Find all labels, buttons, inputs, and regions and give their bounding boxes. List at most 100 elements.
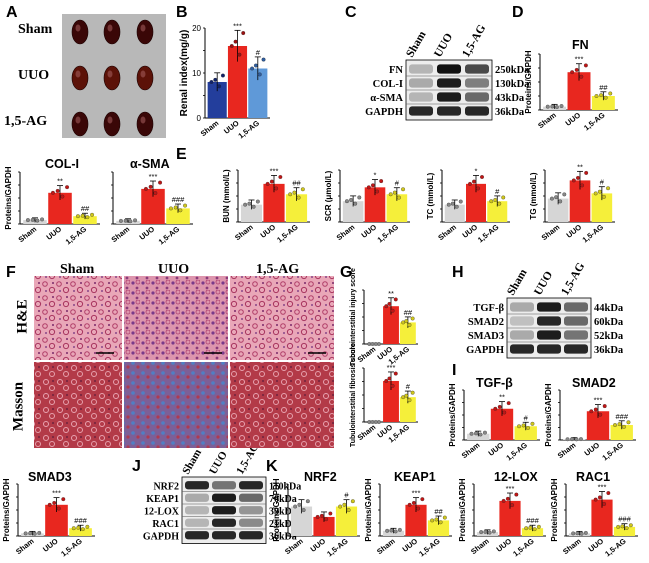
chart-11-point-2-0 (613, 423, 617, 427)
panel-letter-i: I (452, 362, 457, 379)
chart-15-bar-2 (521, 528, 544, 536)
chart-0-point-2-1 (253, 63, 258, 68)
chart-2-point-0-1 (30, 217, 35, 222)
chart-16-point-2-3 (628, 523, 633, 528)
panel-letter-e: E (176, 146, 187, 163)
chart-7-bar-1 (569, 180, 591, 222)
chart-11-point-1-0 (589, 409, 594, 414)
chart-9-bar-1 (383, 380, 399, 422)
chart-10-mark-1: ** (499, 393, 505, 402)
blot_h-band-0-1 (537, 302, 561, 312)
chart-8-point-2-1 (404, 319, 409, 324)
chart-9-point-1-2 (390, 383, 395, 388)
chart-13-point-0-1 (297, 502, 302, 507)
blot_h-row-size-1: 60kDa (594, 317, 624, 328)
chart-7-mark-1: ** (577, 162, 583, 171)
chart-8-point-1-1 (387, 301, 392, 306)
chart-11-point-0-2 (574, 437, 579, 442)
blot_c-band-0-2 (465, 64, 489, 74)
chart-5-point-0-2 (353, 201, 358, 206)
chart-2-point-2-1 (80, 213, 85, 218)
chart-13-point-1-0 (315, 514, 320, 519)
chart-10-point-0-1 (474, 431, 478, 436)
chart-5-bar-1 (364, 187, 386, 222)
chart-12-point-1-3 (61, 497, 66, 502)
chart-15-point-2-2 (532, 527, 537, 532)
blot_j-band-1-2 (239, 493, 263, 502)
chart-13-ylabel: Proteins/GAPDH (272, 478, 281, 541)
chart-16-point-0-0 (571, 531, 576, 536)
chart-14-bar-1 (405, 504, 427, 536)
chart-12-point-0-1 (28, 531, 33, 536)
chart-13-bar-1 (313, 516, 335, 536)
chart-8-cat-0: Sham (356, 344, 378, 364)
chart-6-mark-1: * (475, 166, 478, 175)
chart-4-mark-2: ## (292, 179, 301, 188)
chart-3-point-2-3 (183, 203, 188, 208)
chart-16-point-0-2 (579, 531, 584, 536)
chart-8-point-1-0 (384, 304, 389, 309)
title-fn: FN (572, 38, 589, 52)
chart-11-bar-2 (610, 425, 633, 440)
chart-5-point-2-0 (388, 192, 393, 197)
chart-16-bar-2 (613, 526, 636, 536)
panel-letter-h: H (452, 264, 464, 281)
chart-7-point-1-2 (580, 183, 585, 188)
blot_h-band-3-1 (537, 344, 561, 354)
chart-6-point-2-0 (489, 199, 494, 204)
blot_c-row-label-0: FN (389, 65, 403, 76)
chart-12-point-2-3 (85, 524, 90, 529)
chart-7: TG (mmol/L)Sham**UUO#1,5-AG (529, 162, 615, 244)
chart-3-point-1-2 (153, 191, 158, 196)
blot_h-band-1-2 (564, 316, 588, 326)
kidney-r2-c0 (71, 111, 89, 137)
blot_c-band-2-2 (465, 92, 489, 102)
chart-11-cat-1: UUO (583, 440, 602, 457)
chart-0-point-1-1 (233, 39, 238, 44)
blot_j-band-0-0 (185, 481, 209, 490)
chart-11-point-2-2 (622, 424, 626, 429)
panel-letter-b: B (176, 4, 188, 21)
chart-6-bar-2 (487, 201, 508, 222)
blot_j-band-4-1 (212, 531, 236, 540)
blot_c-band-1-0 (409, 78, 433, 88)
chart-4-point-1-3 (278, 175, 283, 179)
chart-2-bar-1 (48, 192, 72, 224)
chart-11-cat-2: 1,5-AG (600, 440, 625, 462)
chart-8-ylabel: Tubulointerstitial injury score (350, 268, 357, 366)
blot_j-row-label-4: GAPDH (143, 531, 179, 542)
chart-0-point-0-3 (220, 73, 225, 78)
chart-14-mark-2: ## (434, 507, 443, 516)
panel-a-label-ag: 1,5-AG (4, 114, 48, 129)
chart-12-point-1-1 (52, 500, 57, 505)
blot_h-header-0: Sham (505, 267, 530, 298)
blot_j-row-size-0: 110kDa (269, 481, 301, 492)
title-rac1: RAC1 (576, 470, 611, 484)
panel-letter-c: C (345, 4, 357, 21)
chart-5-mark-2: # (395, 179, 400, 188)
chart-12-bar-1 (45, 504, 68, 536)
chart-7-ylabel: TG (mmol/L) (529, 172, 538, 219)
kidney-r0-c1 (103, 19, 121, 45)
chart-3-mark-2: ### (172, 195, 185, 204)
chart-13-point-1-3 (328, 511, 333, 516)
chart-14-point-0-3 (397, 527, 402, 532)
chart-15-ylabel: Proteins/GAPDH (458, 478, 467, 541)
chart-0-point-1-0 (229, 44, 234, 48)
chart-2-point-1-3 (65, 185, 70, 190)
chart-5-point-2-1 (392, 190, 397, 195)
chart-15-point-0-1 (483, 529, 488, 534)
chart-6-cat-0: Sham (436, 222, 458, 242)
panel-letter-f: F (6, 264, 16, 281)
chart-15-point-1-3 (514, 492, 519, 497)
chart-12-point-0-3 (37, 530, 42, 535)
chart-16-cat-2: 1,5-AG (603, 536, 628, 558)
chart-15-point-1-2 (510, 503, 515, 508)
chart-3-point-0-3 (133, 218, 138, 223)
chart-6-point-0-1 (450, 201, 455, 206)
title-asma: α-SMA (130, 157, 170, 171)
title-12lox: 12-LOX (494, 470, 538, 484)
chart-1-point-1-2 (579, 74, 584, 79)
